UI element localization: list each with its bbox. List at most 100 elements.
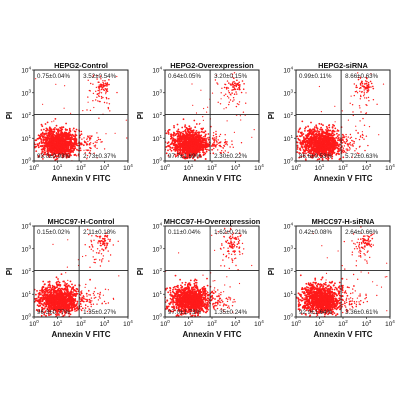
event-dot [43, 128, 45, 131]
event-dot [52, 141, 55, 144]
event-dot [299, 127, 302, 130]
event-dot [228, 82, 230, 84]
event-dot [69, 291, 71, 294]
event-dot [316, 129, 319, 132]
event-dot [96, 147, 98, 150]
event-dot [105, 93, 107, 95]
event-dot [370, 82, 373, 85]
event-dot [55, 155, 58, 158]
quadrant-label-ul: 0.99±0.11% [299, 73, 332, 80]
event-dot [344, 142, 346, 144]
event-dot [73, 148, 76, 151]
event-dot [189, 131, 192, 134]
event-dot [37, 296, 40, 299]
event-dot [84, 142, 87, 144]
event-dot [50, 164, 52, 166]
event-dot [319, 148, 322, 151]
event-dot [313, 130, 316, 133]
event-dot [170, 149, 173, 152]
event-dot [62, 150, 65, 153]
event-dot [202, 136, 205, 138]
event-dot [71, 147, 73, 149]
event-dot [219, 145, 221, 147]
event-dot [233, 77, 235, 79]
event-dot [75, 309, 78, 312]
event-dot [97, 95, 100, 97]
event-dot [44, 287, 47, 290]
event-dot [83, 149, 85, 151]
event-dot [105, 96, 108, 99]
event-dot [39, 292, 41, 294]
event-dot [220, 92, 222, 94]
event-dot [368, 126, 371, 128]
event-dot [74, 289, 76, 292]
event-dot [224, 83, 226, 86]
event-dot [214, 79, 217, 81]
event-dot [352, 140, 354, 142]
event-dot [195, 139, 197, 142]
event-dot [183, 134, 186, 137]
event-dot [170, 137, 173, 140]
event-dot [172, 135, 175, 137]
event-dot [92, 83, 94, 85]
event-dot [176, 135, 179, 138]
event-dot [226, 95, 229, 98]
event-dot [49, 308, 52, 311]
event-dot [71, 142, 74, 145]
event-dot [44, 303, 47, 306]
event-dot [51, 286, 54, 289]
event-dot [224, 139, 226, 141]
event-dot [368, 86, 371, 88]
event-dot [342, 156, 345, 159]
event-dot [47, 149, 50, 152]
event-dot [68, 127, 71, 130]
event-dot [336, 130, 338, 132]
event-dot [352, 145, 354, 147]
y-tick-label: 103 [21, 88, 31, 97]
event-dot [239, 115, 241, 117]
event-dot [229, 146, 231, 148]
event-dot [228, 103, 230, 106]
event-dot [341, 138, 343, 140]
event-dot [327, 156, 329, 159]
event-dot [39, 299, 42, 302]
event-dot [317, 136, 320, 139]
x-tick-label: 101 [53, 163, 63, 172]
event-dot [100, 84, 102, 87]
event-dot [223, 141, 226, 144]
event-dot [316, 135, 319, 138]
event-dot [178, 148, 181, 151]
y-tick-label: 103 [152, 88, 162, 97]
event-dot [332, 138, 334, 141]
event-dot [359, 98, 361, 100]
event-dot [61, 287, 63, 290]
event-dot [363, 124, 366, 127]
event-dot [51, 151, 53, 153]
event-dot [304, 138, 307, 141]
event-dot [188, 148, 191, 151]
event-dot [53, 139, 56, 142]
event-dot [200, 146, 202, 148]
event-dot [88, 151, 91, 154]
event-dot [218, 142, 220, 144]
event-dot [46, 121, 49, 124]
event-dot [217, 101, 219, 104]
event-dot [188, 125, 191, 128]
event-dot [332, 147, 334, 150]
event-dot [163, 109, 164, 110]
event-dot [170, 135, 173, 138]
event-dot [96, 132, 98, 134]
event-dot [108, 98, 110, 100]
event-dot [347, 136, 349, 138]
event-dot [199, 153, 202, 156]
event-dot [359, 77, 362, 79]
event-dot [319, 134, 322, 137]
event-dot [46, 128, 49, 131]
event-dot [307, 126, 309, 128]
event-dot [206, 141, 208, 143]
event-dot [65, 133, 67, 136]
event-dot [354, 150, 356, 152]
event-dot [147, 122, 149, 124]
event-dot [176, 137, 179, 140]
event-dot [225, 93, 227, 95]
